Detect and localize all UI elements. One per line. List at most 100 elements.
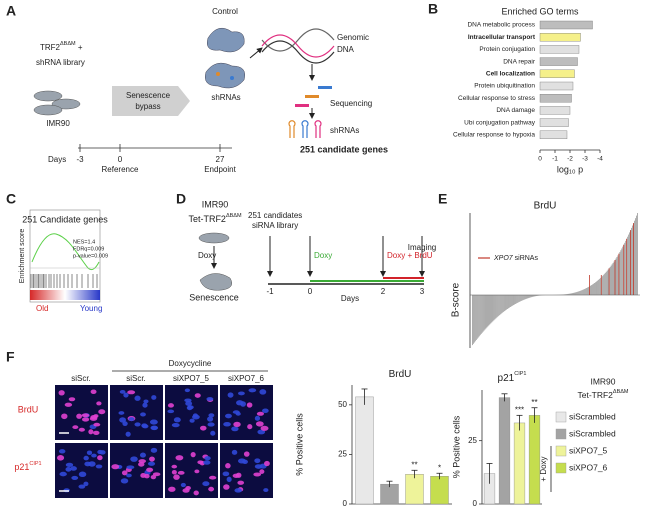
category-label: Protein ubiquitination (474, 83, 535, 90)
waterfall-bar (615, 258, 617, 296)
step: Doxy (314, 251, 332, 260)
bar (539, 93, 572, 103)
waterfall-bar (584, 288, 586, 296)
y-label: B-score (451, 282, 462, 317)
waterfall-bar (488, 295, 490, 326)
genomic-dna: DNA (337, 45, 355, 54)
nucleus (200, 425, 207, 431)
waterfall-bar (519, 295, 521, 302)
bar (539, 33, 581, 42)
waterfall-bar (616, 256, 618, 296)
nucleus (233, 421, 241, 428)
result: 251 candidate genes (300, 144, 388, 154)
waterfall-bar (611, 264, 613, 296)
nucleus (204, 456, 211, 461)
waterfall-bar (492, 295, 494, 322)
waterfall-bar (583, 289, 585, 296)
nucleus (184, 398, 192, 403)
panel-letter: A (6, 3, 16, 19)
bar (539, 81, 574, 91)
day-note: Reference (102, 165, 139, 174)
waterfall-bar (594, 283, 595, 296)
bypass-arrow (112, 86, 190, 116)
enrichment-curve (31, 233, 100, 271)
waterfall-bar (482, 295, 484, 332)
hits (30, 274, 98, 288)
bar (539, 69, 575, 79)
waterfall-bar (479, 295, 481, 336)
waterfall-bar (577, 291, 579, 296)
nucleus (146, 467, 154, 472)
dna (261, 28, 335, 64)
panel-letter: E (438, 191, 447, 207)
waterfall-bar (490, 295, 492, 324)
nucleus (225, 413, 232, 419)
significance: *** (515, 405, 524, 414)
panel-letter: F (6, 349, 15, 365)
y-tick-label: 25 (338, 450, 347, 459)
nucleus (58, 449, 66, 454)
nucleus (78, 484, 86, 489)
nucleus (151, 395, 157, 400)
waterfall-bar (501, 295, 503, 314)
nucleus (134, 422, 141, 427)
legend-label: siXPO7_5 (569, 445, 608, 455)
nucleus (126, 473, 132, 478)
nucleus (81, 413, 90, 418)
nucleus (97, 455, 103, 461)
waterfall-bar (480, 295, 482, 334)
nucleus (185, 400, 193, 407)
nucleus (128, 417, 135, 422)
column-label: siXPO7_6 (228, 374, 265, 383)
bypass: Senescence (126, 91, 171, 100)
x-tick-label: -2 (567, 156, 573, 163)
waterfall-bar (569, 293, 571, 296)
legend-label: siScrambled (569, 428, 616, 438)
nucleus (248, 388, 257, 393)
waterfall-bar (624, 242, 626, 296)
construct-name: Tet-TRF2 (577, 390, 613, 400)
heatmap (30, 290, 100, 300)
day: 0 (308, 287, 313, 296)
nucleus (76, 413, 83, 419)
nucleus (223, 421, 231, 427)
nucleus (120, 478, 129, 484)
waterfall-bar (637, 213, 638, 296)
waterfall-bar (570, 293, 572, 296)
waterfall-bar (473, 295, 475, 343)
nucleus (207, 416, 214, 422)
nucleus (96, 401, 102, 406)
waterfall-bar (477, 295, 479, 338)
nucleus (71, 475, 79, 480)
nucleus (171, 470, 177, 475)
panel-letter: B (428, 1, 438, 17)
waterfall-bar (604, 272, 606, 296)
nucleus (177, 470, 185, 475)
waterfall-bar (620, 250, 622, 296)
category-label: Cellular response to hypoxia (453, 132, 535, 139)
legend-label: siXPO7_6 (569, 462, 608, 472)
day: 2 (381, 287, 386, 296)
nucleus (150, 475, 157, 480)
waterfall-bar (516, 295, 518, 303)
waterfall-bar (599, 278, 601, 296)
nucleus (208, 486, 215, 492)
nucleus (119, 389, 126, 394)
nucleus (92, 430, 100, 435)
nucleus (247, 424, 253, 430)
bar (539, 106, 571, 115)
nucleus (194, 469, 200, 474)
nucleus (187, 405, 194, 410)
nucleus (255, 421, 264, 427)
nucleus (59, 471, 67, 477)
waterfall-bar (476, 295, 478, 339)
nucleus (243, 451, 250, 457)
waterfall-bar (579, 291, 581, 296)
bar (430, 476, 449, 505)
bar (539, 118, 569, 127)
nucleus (231, 426, 239, 432)
nucleus (173, 474, 180, 480)
nucleus (175, 455, 184, 461)
waterfall-bar (565, 294, 567, 296)
waterfall-bar (580, 290, 582, 296)
